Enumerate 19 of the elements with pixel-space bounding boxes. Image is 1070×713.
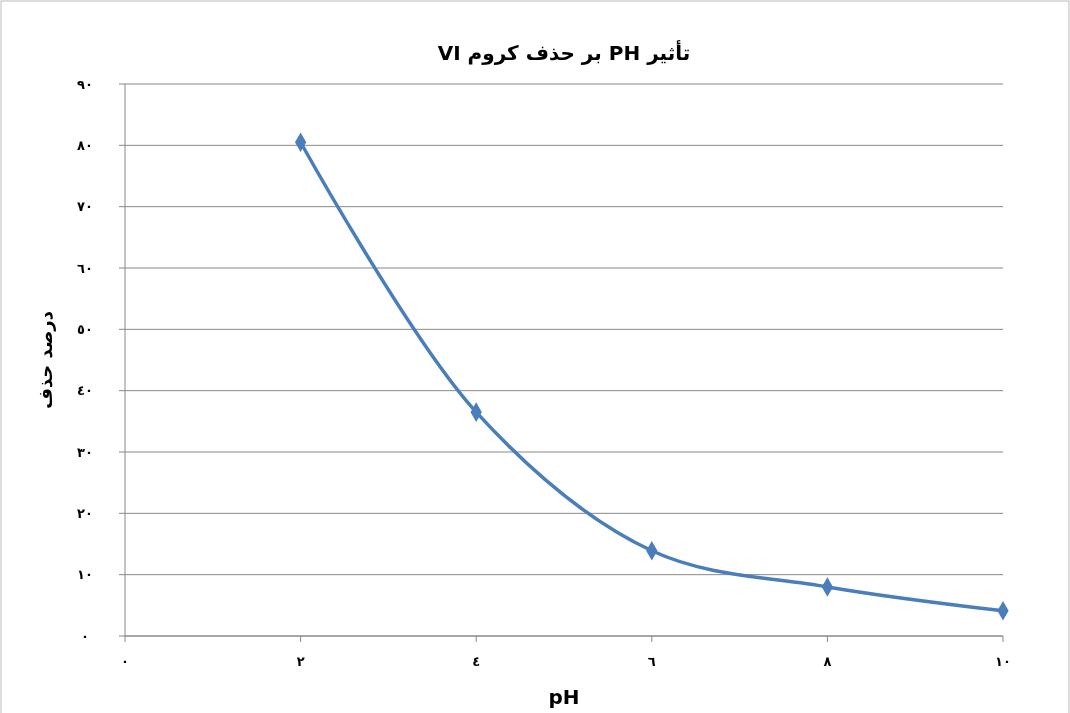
x-tick-label: ٢ xyxy=(296,654,305,669)
y-axis-title: درصد حذف xyxy=(35,311,56,409)
x-tick-label: ١٠ xyxy=(995,654,1011,669)
x-axis-title: pH xyxy=(548,685,580,709)
x-tick-label: ٤ xyxy=(472,654,481,669)
y-tick-label: ٤٠ xyxy=(77,383,93,399)
y-tick-label: ٦٠ xyxy=(77,260,93,276)
y-tick-label: ٥٠ xyxy=(77,321,93,337)
y-tick-label: ٧٠ xyxy=(77,199,93,215)
x-tick-label: ٠ xyxy=(121,654,129,669)
x-tick-label: ٨ xyxy=(823,654,832,669)
x-tick-label: ٦ xyxy=(647,654,656,669)
chart-title: تأثیر PH بر حذف کروم VI xyxy=(437,39,691,65)
y-tick-label: ٢٠ xyxy=(77,505,93,521)
y-tick-label: ٠ xyxy=(81,628,89,644)
y-tick-label: ١٠ xyxy=(77,567,93,583)
y-tick-label: ٨٠ xyxy=(77,137,93,153)
y-tick-label: ٣٠ xyxy=(77,444,93,460)
y-tick-label: ٩٠ xyxy=(77,76,93,92)
